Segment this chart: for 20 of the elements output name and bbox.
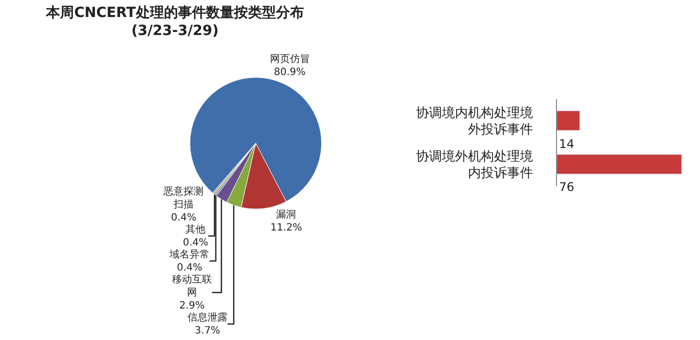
slice-label: 移动互联网 xyxy=(172,273,212,298)
y-tick-label: 协调境内机构处理境外投诉事件 xyxy=(416,104,534,138)
slice-label: 其他 xyxy=(186,223,206,236)
data-label: 76 xyxy=(559,180,574,194)
chart-subtitle: (3/23-3/29) xyxy=(131,23,219,40)
slice-label: 漏洞 xyxy=(276,208,296,220)
data-label: 80.9% xyxy=(274,67,306,78)
data-label: 14 xyxy=(559,137,574,151)
slice-label: 信息泄露 xyxy=(187,311,228,324)
data-label: 11.2% xyxy=(270,222,302,234)
slice-label: 网页仿冒 xyxy=(270,53,310,66)
y-tick-label: 协调境外机构处理境内投诉事件 xyxy=(416,148,534,182)
data-label: 0.4% xyxy=(176,262,202,274)
slice-label: 域名异常 xyxy=(168,248,210,260)
data-label: 3.7% xyxy=(194,325,220,336)
slice-label: 恶意探测扫描 xyxy=(162,185,204,210)
chart-title: 本周CNCERT处理的事件数量按类型分布 xyxy=(45,5,304,21)
data-label: 0.4% xyxy=(171,212,196,224)
data-label: 0.4% xyxy=(182,237,208,248)
data-label: 2.9% xyxy=(179,300,205,312)
